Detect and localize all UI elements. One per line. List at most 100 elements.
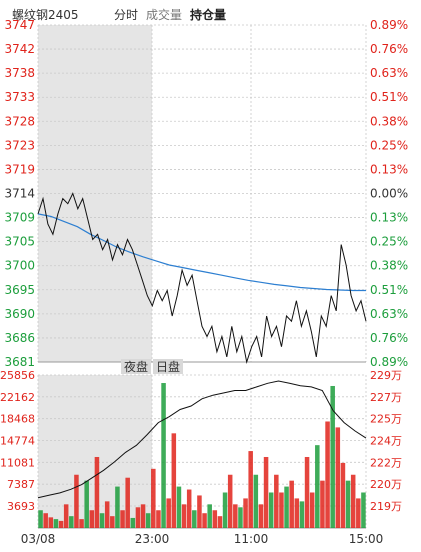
oi-tick-label: 225万 [370, 413, 402, 426]
pct-tick-label: 0.63% [370, 307, 408, 321]
price-tick-label: 3723 [4, 138, 35, 152]
volume-bar [186, 489, 192, 528]
price-tick-label: 3728 [4, 114, 35, 128]
volume-tick-label: 18468 [0, 413, 35, 426]
day-session-tag [153, 359, 183, 374]
volume-bar [345, 480, 351, 528]
volume-bar [289, 480, 294, 528]
volume-bar [99, 513, 105, 528]
pct-tick-label: 0.63% [370, 66, 408, 80]
volume-bar [38, 510, 43, 528]
volume-bar [212, 510, 218, 528]
price-line [37, 192, 367, 364]
time-tick-label: 11:00 [234, 532, 269, 546]
pct-tick-label: 0.38% [370, 114, 408, 128]
volume-bar [145, 513, 151, 528]
oi-tick-label: 220万 [370, 478, 402, 491]
volume-bar [197, 495, 202, 528]
volume-bar [243, 498, 248, 528]
volume-bar [135, 507, 141, 528]
volume-bar [181, 504, 187, 528]
volume-bar [361, 492, 366, 528]
volume-bar [156, 510, 161, 528]
volume-bar [69, 516, 74, 528]
volume-bar [48, 517, 54, 528]
pct-tick-label: 0.25% [370, 138, 408, 152]
volume-bar [120, 510, 125, 528]
contract-symbol: 螺纹钢2405 [12, 8, 79, 22]
volume-bar [233, 504, 238, 528]
volume-tick-label: 11081 [0, 456, 35, 469]
volume-bar [356, 498, 361, 528]
volume-bar [340, 462, 346, 528]
tab-time-share[interactable]: 分时 [114, 8, 139, 22]
volume-bar [263, 456, 269, 528]
volume-bar [248, 451, 253, 528]
volume-bar [325, 421, 330, 528]
volume-bar [217, 516, 223, 528]
price-tick-label: 3738 [4, 66, 35, 80]
volume-bar [335, 427, 341, 528]
volume-bar [166, 498, 171, 528]
volume-bar [207, 504, 212, 528]
volume-bar [294, 498, 300, 528]
volume-bar [238, 507, 243, 528]
volume-bar [350, 474, 356, 528]
volume-bar [125, 477, 130, 528]
volume-tick-label: 22162 [0, 391, 35, 404]
price-tick-label: 3695 [4, 283, 35, 297]
volume-tick-label: 25856 [0, 369, 35, 382]
volume-bar [315, 445, 320, 528]
pct-tick-label: 0.38% [370, 259, 408, 273]
pct-tick-label: 0.76% [370, 331, 408, 345]
volume-bar [268, 492, 274, 528]
price-tick-label: 3686 [4, 331, 35, 345]
volume-bar [89, 510, 95, 528]
volume-bar [202, 513, 207, 528]
pct-tick-label: 0.51% [370, 90, 408, 104]
volume-bar [110, 516, 115, 528]
oi-tick-label: 227万 [370, 391, 402, 404]
price-tick-label: 3714 [4, 187, 35, 201]
pct-tick-label: 0.25% [370, 235, 408, 249]
volume-bar [130, 517, 136, 528]
pct-tick-label: 0.51% [370, 283, 408, 297]
price-tick-label: 3742 [4, 42, 35, 56]
time-tick-label: 15:00 [349, 532, 384, 546]
average-price-line [37, 213, 366, 292]
volume-bar [84, 480, 89, 528]
volume-tick-label: 3693 [7, 500, 35, 513]
volume-bar [304, 456, 310, 528]
volume-bar [151, 468, 156, 528]
volume-bar [222, 492, 228, 528]
volume-bar [79, 519, 84, 528]
volume-bar [330, 385, 335, 528]
volume-bar [94, 456, 100, 528]
volume-bar [115, 486, 120, 528]
pct-tick-label: 0.76% [370, 42, 408, 56]
volume-bar [176, 486, 182, 528]
price-tick-label: 3747 [4, 18, 35, 32]
volume-bar [63, 504, 69, 528]
volume-bar [58, 520, 64, 528]
pct-tick-label: 0.13% [370, 162, 408, 176]
volume-bar [43, 513, 48, 528]
tab-volume[interactable]: 成交量 [146, 8, 183, 22]
pct-tick-label: 0.89% [370, 18, 408, 32]
volume-bar [309, 492, 315, 528]
price-tick-label: 3690 [4, 307, 35, 321]
volume-bar [299, 501, 305, 528]
volume-tick-label: 7387 [7, 478, 35, 491]
volume-bar [74, 474, 79, 528]
time-tick-label: 03/08 [21, 532, 56, 546]
volume-bar [227, 474, 233, 528]
volume-bar [253, 474, 259, 528]
volume-bar [192, 510, 197, 528]
oi-tick-label: 229万 [370, 369, 402, 382]
tab-open-interest[interactable]: 持仓量 [190, 8, 227, 22]
pct-tick-label: 0.13% [370, 211, 408, 225]
price-tick-label: 3719 [4, 162, 35, 176]
volume-bar [171, 433, 177, 528]
oi-tick-label: 219万 [370, 500, 402, 513]
